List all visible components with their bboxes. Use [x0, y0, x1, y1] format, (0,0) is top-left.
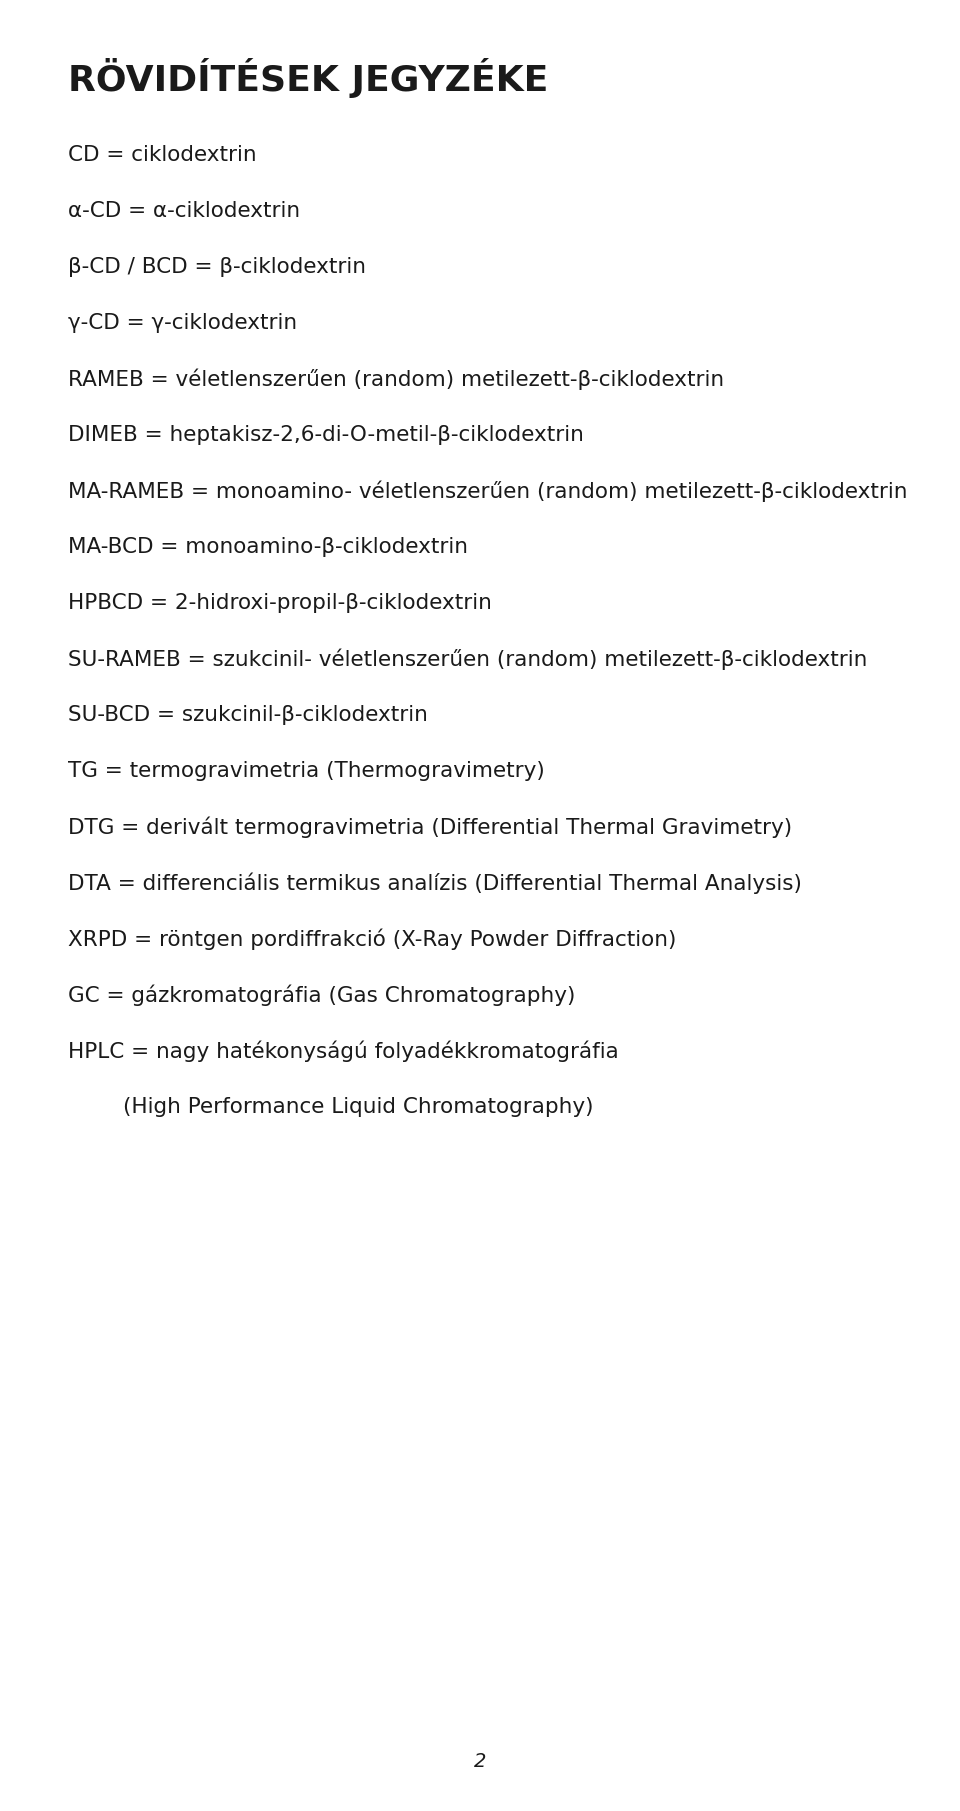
Text: α-CD = α-ciklodextrin: α-CD = α-ciklodextrin [68, 201, 300, 221]
Text: HPBCD = 2-hidroxi-propil-β-ciklodextrin: HPBCD = 2-hidroxi-propil-β-ciklodextrin [68, 592, 492, 612]
Text: MA-RAMEB = monoamino- véletlenszerűen (random) metilezett-β-ciklodextrin: MA-RAMEB = monoamino- véletlenszerűen (r… [68, 482, 907, 502]
Text: DIMEB = heptakisz-2,6-di-O-metil-β-ciklodextrin: DIMEB = heptakisz-2,6-di-O-metil-β-ciklo… [68, 426, 584, 446]
Text: CD = ciklodextrin: CD = ciklodextrin [68, 145, 256, 165]
Text: HPLC = nagy hatékonyságú folyadékkromatográfia: HPLC = nagy hatékonyságú folyadékkromato… [68, 1041, 619, 1063]
Text: SU-RAMEB = szukcinil- véletlenszerűen (random) metilezett-β-ciklodextrin: SU-RAMEB = szukcinil- véletlenszerűen (r… [68, 648, 868, 670]
Text: MA-BCD = monoamino-β-ciklodextrin: MA-BCD = monoamino-β-ciklodextrin [68, 538, 468, 558]
Text: DTG = derivált termogravimetria (Differential Thermal Gravimetry): DTG = derivált termogravimetria (Differe… [68, 817, 792, 838]
Text: TG = termogravimetria (Thermogravimetry): TG = termogravimetria (Thermogravimetry) [68, 761, 544, 781]
Text: 2: 2 [474, 1751, 486, 1771]
Text: γ-CD = γ-ciklodextrin: γ-CD = γ-ciklodextrin [68, 313, 298, 333]
Text: (High Performance Liquid Chromatography): (High Performance Liquid Chromatography) [68, 1097, 593, 1117]
Text: XRPD = röntgen pordiffrakció (X-Ray Powder Diffraction): XRPD = röntgen pordiffrakció (X-Ray Powd… [68, 929, 677, 951]
Text: RÖVIDÍTÉSEK JEGYZÉKE: RÖVIDÍTÉSEK JEGYZÉKE [68, 58, 548, 98]
Text: β-CD / BCD = β-ciklodextrin: β-CD / BCD = β-ciklodextrin [68, 257, 366, 277]
Text: RAMEB = véletlenszerűen (random) metilezett-β-ciklodextrin: RAMEB = véletlenszerűen (random) metilez… [68, 369, 724, 391]
Text: DTA = differenciális termikus analízis (Differential Thermal Analysis): DTA = differenciális termikus analízis (… [68, 873, 802, 895]
Text: SU-BCD = szukcinil-β-ciklodextrin: SU-BCD = szukcinil-β-ciklodextrin [68, 704, 428, 724]
Text: GC = gázkromatográfia (Gas Chromatography): GC = gázkromatográfia (Gas Chromatograph… [68, 985, 575, 1007]
